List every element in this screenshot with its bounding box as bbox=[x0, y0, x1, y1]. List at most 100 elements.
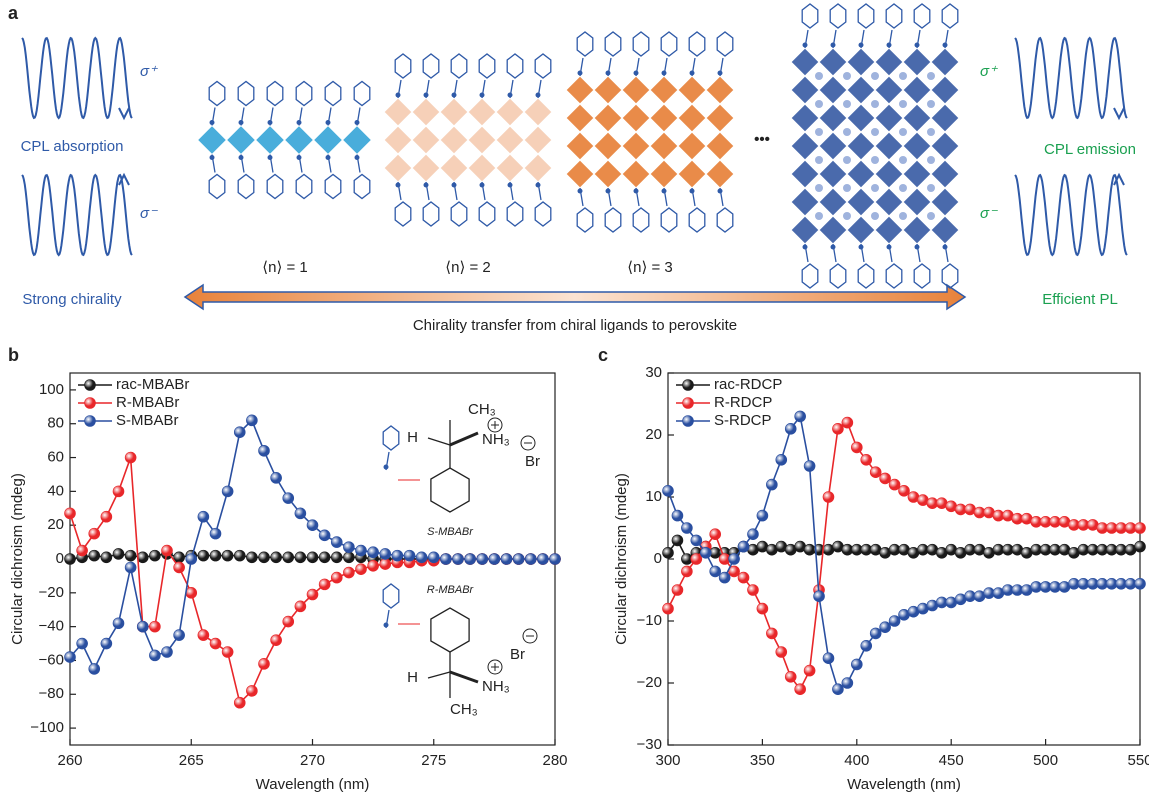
cation bbox=[927, 72, 935, 80]
cation bbox=[927, 128, 935, 136]
cation bbox=[871, 156, 879, 164]
ligand-ring bbox=[354, 175, 370, 199]
data-point bbox=[681, 566, 692, 577]
octahedron bbox=[931, 160, 959, 188]
data-point bbox=[149, 650, 160, 661]
data-point bbox=[368, 560, 379, 571]
octahedron bbox=[903, 160, 931, 188]
data-point bbox=[331, 572, 342, 583]
panel-label: a bbox=[8, 3, 19, 23]
ligand-ring bbox=[423, 54, 439, 78]
structure-label: Br bbox=[510, 646, 525, 663]
data-point bbox=[757, 510, 768, 521]
octahedron bbox=[384, 126, 412, 154]
cation bbox=[871, 72, 879, 80]
ligand-n bbox=[536, 183, 541, 188]
ligand-ring bbox=[942, 264, 958, 288]
ligand-n bbox=[662, 71, 667, 76]
cation bbox=[927, 100, 935, 108]
data-point bbox=[404, 550, 415, 561]
ligand-n bbox=[268, 155, 273, 160]
x-tick-label: 400 bbox=[844, 752, 869, 769]
octahedron bbox=[706, 76, 734, 104]
data-point bbox=[65, 508, 76, 519]
cation bbox=[927, 156, 935, 164]
ligand-n bbox=[239, 120, 244, 125]
ligand-n bbox=[268, 120, 273, 125]
legend-marker bbox=[85, 416, 96, 427]
octahedron bbox=[819, 132, 847, 160]
y-tick-label: −20 bbox=[637, 674, 662, 691]
ligand-ring bbox=[238, 175, 254, 199]
x-axis-title: Wavelength (nm) bbox=[256, 776, 370, 793]
data-point bbox=[691, 535, 702, 546]
data-point bbox=[738, 541, 749, 552]
data-point bbox=[222, 486, 233, 497]
ligand-n bbox=[578, 71, 583, 76]
data-point bbox=[89, 528, 100, 539]
octahedron bbox=[819, 188, 847, 216]
cation bbox=[436, 150, 444, 158]
octahedron bbox=[650, 104, 678, 132]
data-point bbox=[234, 427, 245, 438]
data-point bbox=[477, 554, 488, 565]
data-point bbox=[729, 554, 740, 565]
octahedron bbox=[524, 154, 552, 182]
data-point bbox=[368, 547, 379, 558]
ligand-n bbox=[915, 43, 920, 48]
ligand-n bbox=[634, 189, 639, 194]
data-point bbox=[356, 564, 367, 575]
ligand-n bbox=[943, 43, 948, 48]
data-point bbox=[672, 535, 683, 546]
data-point bbox=[125, 550, 136, 561]
ligand-ring bbox=[802, 264, 818, 288]
octahedron bbox=[875, 132, 903, 160]
data-point bbox=[222, 647, 233, 658]
octahedron bbox=[594, 76, 622, 104]
ligand-ring bbox=[209, 175, 225, 199]
sigma-minus: σ⁻ bbox=[140, 205, 158, 222]
ligand-ring bbox=[325, 175, 341, 199]
ligand-ring bbox=[717, 32, 733, 56]
cation bbox=[646, 128, 654, 136]
octahedron bbox=[622, 76, 650, 104]
ligand-n bbox=[718, 71, 723, 76]
octahedron bbox=[791, 104, 819, 132]
data-point bbox=[259, 552, 270, 563]
ligand-n bbox=[480, 93, 485, 98]
data-point bbox=[101, 552, 112, 563]
ligand-ring bbox=[661, 208, 677, 232]
data-point bbox=[307, 589, 318, 600]
data-point bbox=[550, 554, 561, 565]
ligand-n bbox=[326, 155, 331, 160]
structure-label: H bbox=[407, 669, 418, 686]
cation bbox=[927, 212, 935, 220]
ligand-n bbox=[662, 189, 667, 194]
ligand-ring bbox=[395, 54, 411, 78]
ligand-ring bbox=[717, 208, 733, 232]
ligand-ring bbox=[886, 4, 902, 28]
cation bbox=[815, 156, 823, 164]
cation bbox=[702, 100, 710, 108]
cation bbox=[899, 156, 907, 164]
octahedron bbox=[819, 216, 847, 244]
data-point bbox=[198, 630, 209, 641]
octahedron bbox=[847, 48, 875, 76]
octahedron bbox=[819, 104, 847, 132]
cation bbox=[871, 100, 879, 108]
ligand-ring bbox=[479, 54, 495, 78]
data-point bbox=[814, 591, 825, 602]
x-tick-label: 265 bbox=[179, 752, 204, 769]
octahedron bbox=[847, 188, 875, 216]
y-tick-label: −10 bbox=[637, 612, 662, 629]
data-point bbox=[776, 647, 787, 658]
x-tick-label: 275 bbox=[421, 752, 446, 769]
octahedron bbox=[496, 126, 524, 154]
series-line bbox=[70, 458, 555, 703]
ligand-n bbox=[480, 183, 485, 188]
octahedron bbox=[847, 160, 875, 188]
data-point bbox=[710, 566, 721, 577]
cation bbox=[464, 122, 472, 130]
data-point bbox=[663, 485, 674, 496]
data-point bbox=[513, 554, 524, 565]
